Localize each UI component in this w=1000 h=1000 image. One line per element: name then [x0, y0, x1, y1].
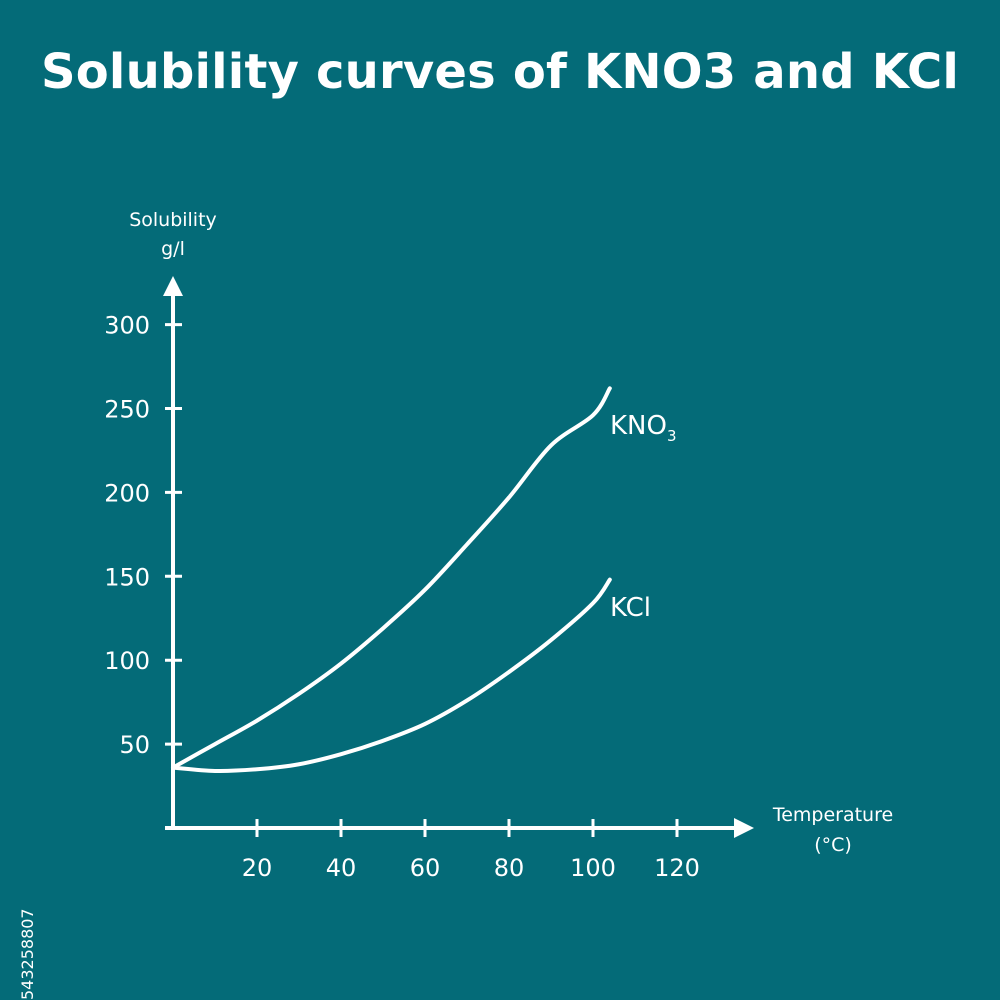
series-label-kno3-main: KNO — [610, 411, 667, 441]
x-tick-label-60: 60 — [410, 854, 441, 882]
series-label-kcl-main: KCl — [610, 593, 651, 623]
y-axis-label-line1: Solubility — [129, 209, 217, 231]
x-tick-label-100: 100 — [570, 854, 616, 882]
y-tick-label-250: 250 — [104, 396, 150, 424]
y-axis-label-line2: g/l — [161, 238, 185, 260]
chart-title: Solubility curves of KNO3 and KCl — [40, 44, 960, 100]
y-tick-label-200: 200 — [104, 479, 150, 507]
series-line-kno3 — [171, 386, 612, 770]
series-label-kcl: KCl — [610, 593, 651, 623]
y-tick-label-50: 50 — [119, 731, 150, 759]
watermark-id: 543258807 — [8, 760, 38, 1000]
x-tick-label-20: 20 — [242, 854, 273, 882]
y-tick-label-150: 150 — [104, 563, 150, 591]
y-tick-label-100: 100 — [104, 647, 150, 675]
x-tick-label-80: 80 — [494, 854, 525, 882]
x-ticks: 20 40 60 80 100 120 — [242, 819, 700, 882]
series-line-kcl — [171, 577, 612, 774]
series-label-kno3: KNO3 — [610, 411, 677, 445]
watermark-id-text: 543258807 — [18, 908, 37, 1000]
x-tick-label-120: 120 — [654, 854, 700, 882]
x-tick-label-40: 40 — [326, 854, 357, 882]
x-axis-label-line2: (°C) — [814, 834, 852, 856]
y-ticks: 50 100 150 200 250 300 — [104, 312, 182, 759]
y-tick-label-300: 300 — [104, 312, 150, 340]
series-label-kno3-sub: 3 — [667, 427, 677, 445]
x-axis-label-line1: Temperature — [772, 804, 893, 826]
series-lines — [171, 386, 612, 774]
